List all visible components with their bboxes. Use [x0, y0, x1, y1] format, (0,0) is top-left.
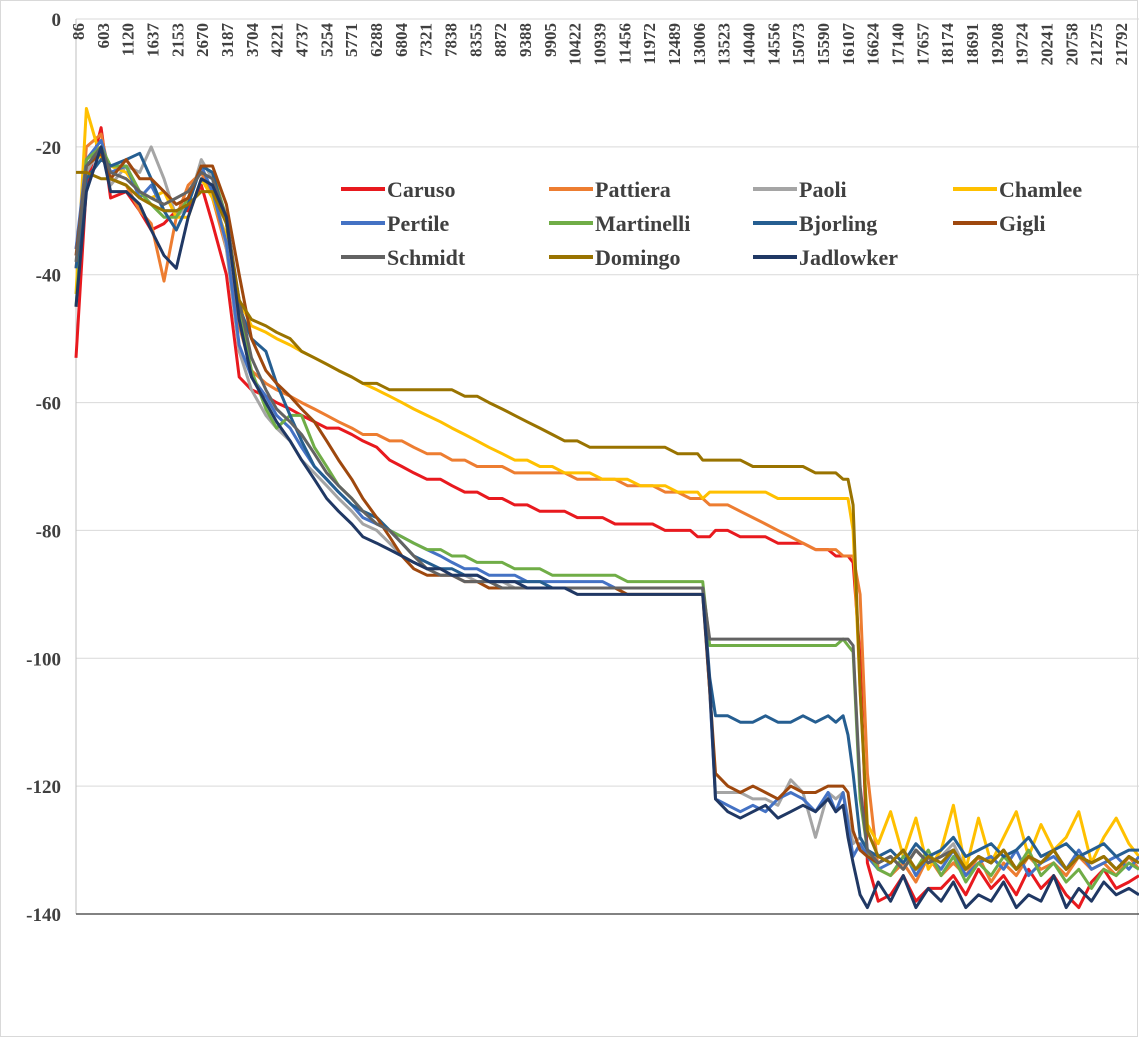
y-tick-label: -60: [36, 394, 61, 415]
legend-label: Schmidt: [387, 245, 466, 270]
y-tick-label: -140: [26, 905, 61, 926]
x-tick-label: 17657: [913, 23, 932, 66]
x-tick-label: 13523: [715, 23, 734, 66]
x-tick-label: 3704: [243, 23, 262, 58]
series-line-domingo: [76, 170, 1140, 871]
legend-label: Domingo: [595, 245, 681, 270]
x-tick-label: 14556: [764, 23, 783, 66]
y-tick-label: -40: [36, 266, 61, 287]
legend: Caruso Pattiera Paoli Chamlee Pertile Martine…: [341, 177, 1082, 270]
x-axis: 86 603 1120 1637 2153 2670 3187 3704 4221 4737 525…: [69, 23, 1131, 66]
x-tick-label: 9388: [516, 23, 535, 57]
y-tick-label: -80: [36, 521, 61, 542]
x-tick-label: 10939: [591, 23, 610, 66]
legend-label: Caruso: [387, 177, 455, 202]
legend-label: Paoli: [799, 177, 847, 202]
x-tick-label: 2670: [193, 23, 212, 57]
gridlines: [76, 18, 1139, 787]
x-tick-label: 15590: [814, 23, 833, 66]
x-tick-label: 1120: [119, 23, 138, 56]
x-tick-label: 14040: [740, 23, 759, 66]
y-tick-label: -20: [36, 138, 61, 159]
plot-area: [74, 107, 1140, 910]
legend-label: Martinelli: [595, 211, 690, 236]
series-line-jadlowker: [74, 145, 1140, 910]
x-tick-label: 17140: [889, 23, 908, 66]
x-tick-label: 20758: [1062, 23, 1081, 66]
x-tick-label: 15073: [789, 23, 808, 66]
x-tick-label: 86: [69, 23, 88, 40]
x-tick-label: 7838: [442, 23, 461, 57]
x-tick-label: 10422: [566, 23, 585, 66]
x-tick-label: 18174: [938, 23, 957, 66]
legend-label: Pertile: [387, 211, 450, 236]
x-tick-label: 16624: [864, 23, 883, 66]
x-tick-label: 4221: [268, 23, 287, 57]
x-tick-label: 19724: [1013, 23, 1032, 66]
y-tick-label: 0: [52, 10, 62, 31]
y-tick-label: -100: [26, 649, 61, 670]
legend-label: Chamlee: [999, 177, 1082, 202]
x-tick-label: 4737: [293, 23, 312, 58]
x-tick-label: 13006: [690, 23, 709, 66]
x-tick-label: 16107: [839, 23, 858, 66]
legend-label: Bjorling: [799, 211, 877, 236]
legend-label: Pattiera: [595, 177, 671, 202]
x-tick-label: 20241: [1038, 23, 1057, 66]
x-tick-label: 5771: [342, 23, 361, 57]
x-tick-label: 6288: [367, 23, 386, 57]
series-line-martinelli: [74, 145, 1140, 890]
legend-label: Gigli: [999, 211, 1045, 236]
x-tick-label: 7321: [417, 23, 436, 57]
y-axis: 0 -20 -40 -60 -80 -100 -120 -140: [26, 10, 1139, 926]
x-tick-label: 5254: [317, 23, 336, 58]
x-tick-label: 2153: [168, 23, 187, 57]
series-line-chamlee: [74, 107, 1140, 871]
x-tick-label: 8355: [466, 23, 485, 57]
y-tick-label: -120: [26, 777, 61, 798]
x-tick-label: 21792: [1112, 23, 1131, 66]
legend-label: Jadlowker: [799, 245, 898, 270]
x-tick-label: 12489: [665, 23, 684, 66]
x-tick-label: 11456: [615, 23, 634, 65]
x-tick-label: 3187: [218, 23, 237, 58]
x-tick-label: 1637: [144, 23, 163, 58]
x-tick-label: 8872: [491, 23, 510, 57]
x-tick-label: 21275: [1087, 23, 1106, 66]
x-tick-label: 6804: [392, 23, 411, 58]
x-tick-label: 11972: [640, 23, 659, 65]
x-tick-label: 9905: [541, 23, 560, 57]
x-tick-label: 603: [94, 23, 113, 49]
x-tick-label: 18691: [963, 23, 982, 66]
x-tick-label: 19208: [988, 23, 1007, 66]
